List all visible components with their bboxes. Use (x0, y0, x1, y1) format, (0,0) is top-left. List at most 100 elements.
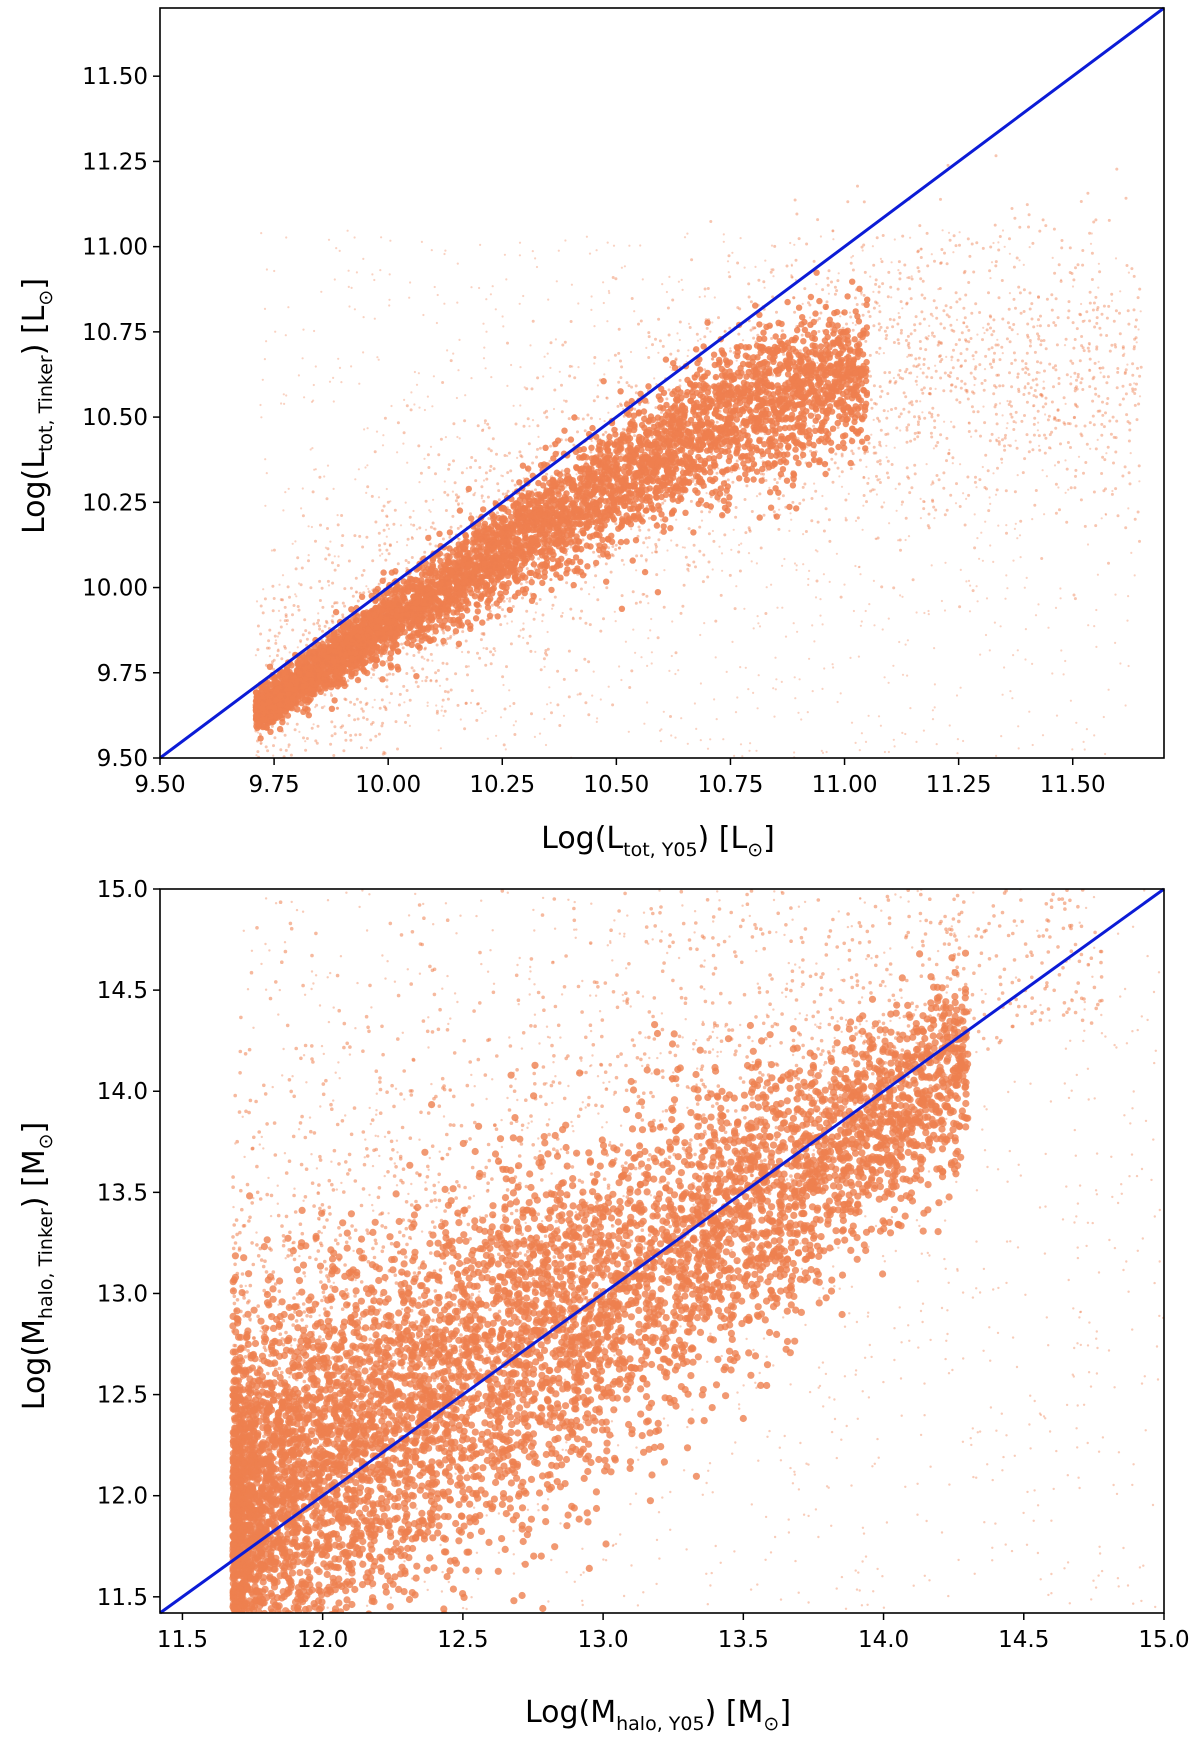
luminosity-scatter-point (524, 506, 531, 513)
luminosity-scatter-point (321, 683, 329, 690)
luminosity-scatter-point (617, 523, 624, 531)
luminosity-scatter-point (387, 650, 395, 657)
luminosity-scatter-point (627, 464, 634, 472)
luminosity-scatter-point (849, 425, 856, 432)
luminosity-scatter-point (824, 410, 831, 417)
luminosity-scatter-point (733, 344, 740, 351)
luminosity-scatter-point (588, 444, 595, 451)
luminosity-scatter-point (772, 333, 779, 340)
luminosity-scatter-point (788, 411, 796, 419)
luminosity-scatter-point (589, 424, 596, 432)
luminosity-scatter-point (822, 328, 830, 336)
luminosity-scatter-point (456, 507, 464, 514)
luminosity-scatter-point (457, 602, 464, 610)
luminosity-scatter-point (540, 520, 548, 527)
luminosity-scatter-point (662, 516, 669, 523)
luminosity-scatter-point (548, 534, 555, 541)
luminosity-scatter-point (726, 453, 734, 461)
luminosity-scatter-point (479, 619, 486, 626)
luminosity-scatter-point (435, 612, 443, 620)
luminosity-scatter-point (623, 538, 630, 545)
luminosity-scatter-point (828, 447, 835, 454)
luminosity-scatter-point (687, 465, 695, 473)
luminosity-scatter-point (540, 482, 547, 489)
luminosity-scatter-point (294, 706, 301, 713)
luminosity-scatter-point (330, 638, 337, 645)
luminosity-scatter-point (794, 415, 802, 422)
luminosity-scatter-point (654, 589, 662, 596)
luminosity-scatter-point (849, 278, 856, 285)
luminosity-scatter-point (662, 491, 670, 498)
luminosity-scatter-point (753, 468, 761, 475)
luminosity-scatter-point (687, 397, 695, 404)
luminosity-scatter-point (716, 452, 723, 460)
luminosity-scatter-point (632, 471, 639, 479)
luminosity-scatter-point (660, 523, 667, 530)
luminosity-scatter-point (801, 326, 809, 334)
luminosity-scatter-point (619, 517, 627, 524)
luminosity-scatter-point (563, 559, 571, 567)
luminosity-scatter-point (779, 416, 786, 423)
luminosity-scatter-point (363, 669, 371, 677)
luminosity-scatter-point (789, 432, 796, 439)
luminosity-scatter-point (418, 571, 426, 578)
luminosity-scatter-point (750, 476, 757, 483)
luminosity-scatter-point (555, 491, 562, 498)
luminosity-scatter-point (744, 441, 751, 448)
luminosity-scatter-point (710, 351, 718, 358)
luminosity-scatter-point (687, 449, 694, 456)
luminosity-scatter-point (634, 505, 642, 513)
luminosity-scatter-point (425, 623, 432, 631)
luminosity-scatter-point (561, 427, 568, 434)
luminosity-scatter-point (550, 565, 558, 572)
luminosity-scatter-point (778, 320, 785, 328)
luminosity-scatter-point (817, 343, 825, 350)
luminosity-scatter-point (295, 659, 303, 667)
luminosity-scatter-point (535, 479, 542, 487)
luminosity-scatter-point (849, 360, 857, 368)
luminosity-scatter-point (388, 569, 396, 576)
luminosity-scatter-point (806, 432, 813, 439)
luminosity-scatter-point (704, 429, 711, 437)
luminosity-scatter-point (362, 649, 369, 656)
luminosity-scatter-point (584, 563, 591, 570)
luminosity-scatter-point (807, 412, 815, 419)
luminosity-scatter-point (640, 441, 647, 448)
luminosity-scatter-point (638, 479, 645, 487)
luminosity-scatter-point (255, 720, 262, 727)
luminosity-scatter-point (795, 459, 802, 467)
luminosity-scatter-point (637, 390, 644, 397)
luminosity-scatter-point (279, 719, 286, 726)
luminosity-scatter-point (840, 439, 847, 447)
luminosity-scatter-point (789, 345, 797, 353)
luminosity-scatter-point (724, 483, 731, 490)
luminosity-scatter-point (688, 434, 696, 441)
luminosity-scatter-point (650, 514, 657, 522)
luminosity-scatter-point (611, 457, 618, 464)
luminosity-scatter-point (812, 310, 819, 317)
luminosity-scatter-point (784, 298, 791, 306)
luminosity-scatter-point (765, 346, 772, 353)
luminosity-scatter-point (800, 338, 807, 345)
luminosity-scatter-point (863, 301, 870, 308)
luminosity-scatter-point (379, 676, 386, 683)
luminosity-scatter-point (818, 427, 825, 435)
luminosity-scatter-point (789, 482, 797, 489)
luminosity-scatter-point (724, 507, 731, 514)
luminosity-scatter-point (844, 368, 851, 375)
luminosity-scatter-point (807, 293, 815, 301)
luminosity-scatter-point (618, 445, 625, 452)
luminosity-scatter-point (519, 572, 526, 579)
luminosity-scatter-point (772, 430, 779, 437)
luminosity-scatter-point (493, 600, 500, 607)
luminosity-scatter-point (835, 443, 842, 451)
luminosity-scatter-point (574, 544, 581, 551)
luminosity-scatter-point (606, 476, 613, 483)
luminosity-scatter-point (413, 673, 420, 680)
luminosity-scatter-point (829, 339, 836, 346)
luminosity-scatter-point (481, 520, 489, 527)
luminosity-scatter-point (863, 391, 870, 399)
luminosity-scatter-point (642, 397, 649, 404)
luminosity-scatter-point (389, 642, 396, 650)
